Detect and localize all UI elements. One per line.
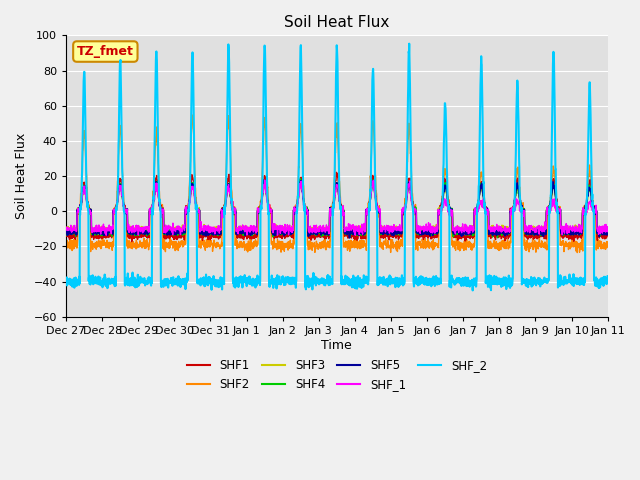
SHF1 xyxy=(495,235,502,240)
SHF_2 xyxy=(364,281,372,287)
SHF4 xyxy=(296,176,304,181)
SHF_2 xyxy=(469,288,477,293)
SHF3 xyxy=(177,230,185,236)
SHF_2 xyxy=(556,272,564,278)
SHF3 xyxy=(572,222,579,228)
SHF4 xyxy=(495,230,502,236)
SHF5 xyxy=(62,227,70,233)
SHF3 xyxy=(353,225,360,230)
SHF_1 xyxy=(495,228,502,233)
SHF4 xyxy=(365,205,372,211)
SHF2 xyxy=(573,250,581,255)
SHF4 xyxy=(572,229,579,235)
SHF_2 xyxy=(405,41,413,47)
SHF5 xyxy=(353,231,360,237)
Title: Soil Heat Flux: Soil Heat Flux xyxy=(284,15,390,30)
SHF1 xyxy=(572,231,579,237)
SHF_2 xyxy=(353,275,360,280)
Line: SHF4: SHF4 xyxy=(66,179,607,238)
Line: SHF3: SHF3 xyxy=(66,181,607,233)
SHF5 xyxy=(260,177,268,183)
SHF4 xyxy=(556,211,564,216)
SHF4 xyxy=(62,228,70,234)
SHF_1 xyxy=(604,228,611,234)
SHF2 xyxy=(571,242,579,248)
SHF2 xyxy=(189,112,196,118)
SHF_2 xyxy=(572,275,579,281)
SHF_2 xyxy=(62,276,70,282)
SHF5 xyxy=(495,231,502,237)
SHF_1 xyxy=(365,204,372,210)
SHF5 xyxy=(365,205,372,211)
SHF_1 xyxy=(353,224,360,229)
SHF_1 xyxy=(572,224,579,230)
SHF_1 xyxy=(351,232,359,238)
SHF4 xyxy=(604,230,611,236)
SHF4 xyxy=(493,235,501,240)
SHF2 xyxy=(556,204,564,210)
SHF1 xyxy=(214,230,221,236)
SHF3 xyxy=(604,226,611,231)
SHF_1 xyxy=(261,177,269,183)
SHF5 xyxy=(346,235,353,241)
SHF2 xyxy=(214,243,221,249)
Line: SHF5: SHF5 xyxy=(66,180,607,238)
SHF5 xyxy=(572,228,579,234)
SHF5 xyxy=(556,209,564,215)
SHF2 xyxy=(62,245,70,251)
SHF1 xyxy=(365,206,372,212)
Line: SHF2: SHF2 xyxy=(66,115,607,252)
Line: SHF_2: SHF_2 xyxy=(66,44,607,290)
SHF_2 xyxy=(213,284,221,289)
X-axis label: Time: Time xyxy=(321,338,352,352)
Text: TZ_fmet: TZ_fmet xyxy=(77,45,134,58)
SHF1 xyxy=(556,207,564,213)
SHF3 xyxy=(495,226,502,231)
Y-axis label: Soil Heat Flux: Soil Heat Flux xyxy=(15,133,28,219)
Line: SHF_1: SHF_1 xyxy=(66,180,607,235)
SHF4 xyxy=(213,230,221,236)
SHF2 xyxy=(604,243,611,249)
SHF2 xyxy=(495,244,502,250)
SHF3 xyxy=(62,226,70,232)
SHF1 xyxy=(128,239,136,244)
SHF5 xyxy=(213,229,221,235)
SHF2 xyxy=(353,239,360,245)
SHF_1 xyxy=(556,205,564,211)
Legend: SHF1, SHF2, SHF3, SHF4, SHF5, SHF_1, SHF_2: SHF1, SHF2, SHF3, SHF4, SHF5, SHF_1, SHF… xyxy=(182,354,492,396)
SHF2 xyxy=(365,200,372,206)
SHF3 xyxy=(260,179,268,184)
SHF3 xyxy=(365,204,372,210)
SHF_2 xyxy=(495,281,502,287)
SHF4 xyxy=(353,228,360,233)
SHF1 xyxy=(333,169,340,175)
SHF3 xyxy=(556,209,564,215)
SHF1 xyxy=(604,232,611,238)
SHF_1 xyxy=(213,228,221,233)
SHF5 xyxy=(604,228,611,234)
SHF1 xyxy=(353,234,360,240)
SHF1 xyxy=(62,232,70,238)
Line: SHF1: SHF1 xyxy=(66,172,607,241)
SHF_2 xyxy=(604,273,611,279)
SHF3 xyxy=(214,224,221,230)
SHF_1 xyxy=(62,227,70,233)
